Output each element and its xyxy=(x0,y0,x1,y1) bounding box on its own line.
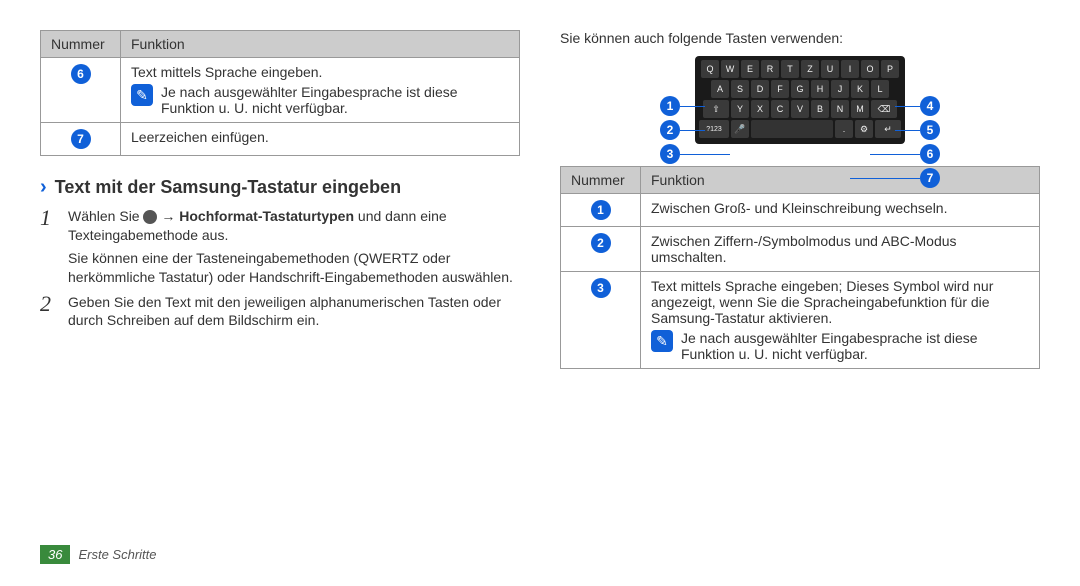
table-row: 3 Text mittels Sprache eingeben; Dieses … xyxy=(561,272,1040,369)
keyboard-illustration: QWERTZUIOP ASDFGHJKL ⇧ YXCVBNM ⌫ ?123 🎤 … xyxy=(660,56,940,144)
row-body: Text mittels Sprache eingeben; Dieses Sy… xyxy=(651,278,1029,326)
callout-2: 2 xyxy=(660,120,680,140)
step-2: 2 Geben Sie den Text mit den jeweiligen … xyxy=(40,293,520,331)
step-text: Geben Sie den Text mit den jeweiligen al… xyxy=(68,293,520,331)
key: G xyxy=(791,80,809,98)
table-row: 1 Zwischen Groß- und Kleinschreibung wec… xyxy=(561,194,1040,227)
table-row: 7 Leerzeichen einfügen. xyxy=(41,123,520,156)
th-function: Funktion xyxy=(641,167,1040,194)
settings-key: ⚙ xyxy=(855,120,873,138)
key: F xyxy=(771,80,789,98)
gear-icon xyxy=(143,210,157,224)
key: V xyxy=(791,100,809,118)
section-title: Text mit der Samsung-Tastatur eingeben xyxy=(55,177,401,198)
key: R xyxy=(761,60,779,78)
key: B xyxy=(811,100,829,118)
note-icon: ✎ xyxy=(651,330,673,352)
key: U xyxy=(821,60,839,78)
period-key: . xyxy=(835,120,853,138)
th-function: Funktion xyxy=(121,31,520,58)
note-icon: ✎ xyxy=(131,84,153,106)
step-number: 2 xyxy=(40,293,62,331)
enter-key: ↵ xyxy=(875,120,901,138)
row-note: Je nach ausgewählter Eingabesprache ist … xyxy=(161,84,509,116)
key: S xyxy=(731,80,749,98)
delete-key: ⌫ xyxy=(871,100,897,118)
key: M xyxy=(851,100,869,118)
number-badge: 1 xyxy=(591,200,611,220)
mode-key: ?123 xyxy=(699,120,729,138)
callout-7: 7 xyxy=(920,168,940,188)
number-badge: 2 xyxy=(591,233,611,253)
key: X xyxy=(751,100,769,118)
step-1: 1 Wählen Sie → Hochformat-Tastaturtypen … xyxy=(40,207,520,287)
number-badge: 6 xyxy=(71,64,91,84)
row-body: Zwischen Groß- und Kleinschreibung wechs… xyxy=(641,194,1040,227)
key: P xyxy=(881,60,899,78)
key: W xyxy=(721,60,739,78)
row-body: Leerzeichen einfügen. xyxy=(121,123,520,156)
callout-1: 1 xyxy=(660,96,680,116)
page-footer: 36 Erste Schritte xyxy=(40,545,157,564)
key: T xyxy=(781,60,799,78)
step-para2: Sie können eine der Tasteneingabemethode… xyxy=(68,249,520,287)
key: L xyxy=(871,80,889,98)
callout-5: 5 xyxy=(920,120,940,140)
key: C xyxy=(771,100,789,118)
step-prefix: Wählen Sie xyxy=(68,208,143,224)
space-key xyxy=(751,120,833,138)
callout-3: 3 xyxy=(660,144,680,164)
table-row: 6 Text mittels Sprache eingeben. ✎ Je na… xyxy=(41,58,520,123)
footer-label: Erste Schritte xyxy=(78,547,156,562)
left-function-table: Nummer Funktion 6 Text mittels Sprache e… xyxy=(40,30,520,156)
step-number: 1 xyxy=(40,207,62,287)
mic-key: 🎤 xyxy=(731,120,749,138)
shift-key: ⇧ xyxy=(703,100,729,118)
number-badge: 7 xyxy=(71,129,91,149)
row-body: Text mittels Sprache eingeben. xyxy=(131,64,509,80)
table-row: 2 Zwischen Ziffern-/Symbolmodus und ABC-… xyxy=(561,227,1040,272)
page-number: 36 xyxy=(40,545,70,564)
right-function-table: Nummer Funktion 1 Zwischen Groß- und Kle… xyxy=(560,166,1040,369)
key: N xyxy=(831,100,849,118)
key: A xyxy=(711,80,729,98)
key: O xyxy=(861,60,879,78)
key: H xyxy=(811,80,829,98)
key: Y xyxy=(731,100,749,118)
section-heading: › Text mit der Samsung-Tastatur eingeben xyxy=(40,176,520,199)
key: J xyxy=(831,80,849,98)
section-arrow-icon: › xyxy=(40,176,47,199)
key: K xyxy=(851,80,869,98)
callout-4: 4 xyxy=(920,96,940,116)
row-body: Zwischen Ziffern-/Symbolmodus und ABC-Mo… xyxy=(641,227,1040,272)
key: Z xyxy=(801,60,819,78)
th-number: Nummer xyxy=(41,31,121,58)
number-badge: 3 xyxy=(591,278,611,298)
key: I xyxy=(841,60,859,78)
key: E xyxy=(741,60,759,78)
key: D xyxy=(751,80,769,98)
right-intro: Sie können auch folgende Tasten verwende… xyxy=(560,30,1040,46)
step-bold: Hochformat-Tastaturtypen xyxy=(179,208,354,224)
row-note: Je nach ausgewählter Eingabesprache ist … xyxy=(681,330,1029,362)
step-arrow: → xyxy=(161,208,175,224)
key: Q xyxy=(701,60,719,78)
callout-6: 6 xyxy=(920,144,940,164)
th-number: Nummer xyxy=(561,167,641,194)
